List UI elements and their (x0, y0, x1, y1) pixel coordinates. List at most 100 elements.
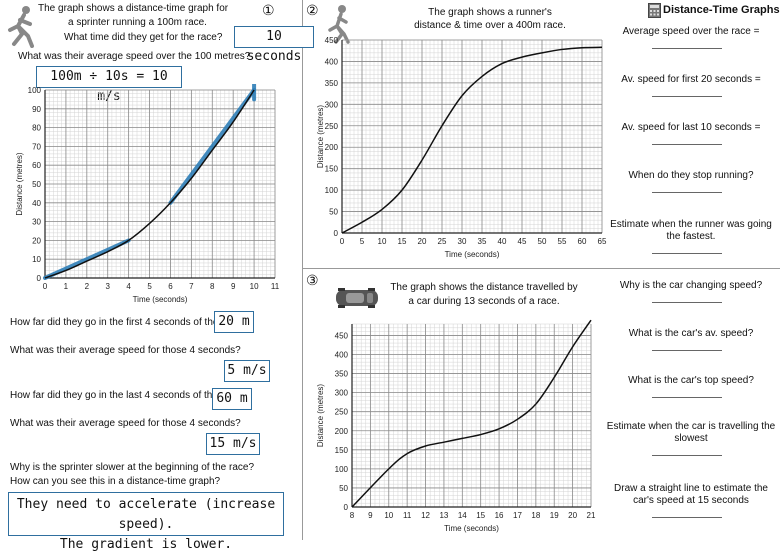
calculator-icon (648, 3, 661, 18)
chart1-x-tick-label: 3 (106, 282, 111, 291)
q2-answer-line-1[interactable] (652, 48, 722, 49)
chart1-series-line (44, 89, 255, 279)
q3-answer-line-3[interactable] (652, 397, 722, 398)
chart3-y-tick-label: 150 (335, 446, 349, 455)
chart2-x-tick-label: 45 (518, 237, 527, 246)
chart3-x-tick-label: 10 (384, 511, 393, 520)
q1-avg-answer[interactable]: 100m ÷ 10s = 10 m/s (36, 66, 182, 104)
sprinter-icon (8, 6, 34, 48)
q2-question-1: Average speed over the race = (622, 26, 760, 37)
chart1-y-axis-label: Distance (metres) (15, 152, 24, 215)
chart1-y-tick-label: 10 (32, 255, 41, 264)
q3-answer-line-5[interactable] (652, 517, 722, 518)
q1-time-answer[interactable]: 10 seconds (234, 26, 314, 64)
q1-intro-line1: The graph shows a distance-time graph fo… (38, 3, 229, 14)
chart2-x-tick-label: 40 (498, 237, 507, 246)
chart1-x-tick-label: 6 (168, 282, 173, 291)
runner-distance-time-chart: 0 5 10 15 20 25 30 35 40 45 50 55 60 65 0 50 100 150 200 25… (316, 36, 607, 259)
q3-number: ③ (306, 272, 319, 288)
chart2-x-tick-label: 60 (578, 237, 587, 246)
chart1-x-tick-label: 11 (271, 282, 280, 291)
q3-intro-line2: a car during 13 seconds of a race. (408, 296, 560, 307)
chart2-x-tick-label: 10 (378, 237, 387, 246)
chart2-x-tick-label: 55 (558, 237, 567, 246)
chart1-x-tick-label: 5 (147, 282, 152, 291)
chart1-tangent-line-2 (168, 88, 257, 205)
q2-answer-line-2[interactable] (652, 96, 722, 97)
chart2-x-tick-label: 30 (458, 237, 467, 246)
page-title: Distance-Time Graphs (663, 4, 780, 16)
chart2-x-tick-label: 20 (418, 237, 427, 246)
q1-last4-answer[interactable]: 60 m (212, 388, 252, 410)
q1-number: ① (262, 2, 275, 18)
q3-question-3: What is the car's top speed? (628, 375, 754, 386)
chart3-x-tick-label: 16 (495, 511, 504, 520)
chart2-y-tick-label: 200 (325, 143, 339, 152)
chart3-y-axis-label: Distance (metres) (316, 384, 325, 447)
chart2-y-tick-label: 0 (334, 229, 339, 238)
car-icon (336, 288, 378, 308)
chart2-x-tick-label: 0 (340, 237, 345, 246)
chart2-x-tick-label: 50 (538, 237, 547, 246)
chart3-x-tick-label: 11 (403, 511, 412, 520)
chart1-x-tick-label: 0 (43, 282, 48, 291)
chart3-y-tick-label: 300 (335, 389, 349, 398)
q2-answer-line-4[interactable] (652, 192, 722, 193)
chart1-y-tick-label: 100 (28, 86, 42, 95)
chart3-y-tick-label: 0 (344, 503, 349, 512)
q1-first4-answer[interactable]: 20 m (214, 311, 254, 333)
chart3-x-tick-label: 19 (550, 511, 559, 520)
chart1-x-tick-label: 2 (85, 282, 90, 291)
q1-last4-speed-answer[interactable]: 15 m/s (206, 433, 260, 455)
sprinter-distance-time-chart: 0 1 2 3 4 5 6 7 8 9 10 11 0 10 20 30 40 50 60 70 80 90 100 Time… (15, 84, 280, 304)
chart1-x-axis-label: Time (seconds) (133, 295, 188, 304)
q3-intro-line1: The graph shows the distance travelled b… (390, 282, 578, 293)
chart2-y-tick-label: 400 (325, 57, 339, 66)
q1-why-question-line2: How can you see this in a distance-time … (10, 476, 221, 487)
chart1-y-tick-label: 40 (32, 199, 41, 208)
chart3-x-tick-label: 8 (350, 511, 355, 520)
vertical-divider (302, 0, 303, 540)
q1-first4-speed-answer[interactable]: 5 m/s (224, 360, 270, 382)
chart3-x-tick-label: 15 (476, 511, 485, 520)
q3-question-4: Estimate when the car is travelling the … (606, 421, 776, 444)
chart1-x-tick-label: 1 (64, 282, 69, 291)
chart1-y-tick-label: 80 (32, 124, 41, 133)
chart3-y-tick-label: 250 (335, 408, 349, 417)
chart1-y-tick-label: 50 (32, 180, 41, 189)
q3-question-5: Draw a straight line to estimate the car… (614, 483, 768, 506)
car-distance-time-chart: 8 9 10 11 12 13 14 15 16 17 18 19 20 21 0 50 100 150 200 25… (316, 319, 596, 533)
chart2-y-tick-label: 50 (329, 208, 338, 217)
chart3-x-tick-label: 21 (587, 511, 596, 520)
chart3-x-tick-label: 12 (421, 511, 430, 520)
chart3-y-tick-label: 50 (339, 484, 348, 493)
chart1-x-tick-label: 8 (210, 282, 215, 291)
chart2-x-axis-label: Time (seconds) (445, 250, 500, 259)
q3-answer-line-4[interactable] (652, 455, 722, 456)
q2-number: ② (306, 2, 319, 18)
q1-why-answer[interactable]: They need to accelerate (increase speed)… (8, 492, 284, 552)
chart3-y-tick-label: 350 (335, 370, 349, 379)
chart3-y-tick-label: 200 (335, 427, 349, 436)
q2-intro-line1: The graph shows a runner's (428, 7, 552, 18)
chart3-x-tick-label: 18 (531, 511, 540, 520)
q1-why-answer-line2: The gradient is lower. (59, 537, 233, 552)
chart1-y-tick-label: 0 (37, 274, 42, 283)
q2-answer-line-3[interactable] (652, 144, 722, 145)
q3-answer-line-2[interactable] (652, 350, 722, 351)
chart1-x-tick-label: 10 (250, 282, 259, 291)
chart2-y-tick-label: 300 (325, 100, 339, 109)
q1-first4-question: How far did they go in the first 4 secon… (10, 317, 247, 328)
q2-question-4: When do they stop running? (628, 170, 754, 181)
chart3-x-tick-label: 17 (513, 511, 522, 520)
q2-answer-line-5[interactable] (652, 253, 722, 254)
q3-answer-line-1[interactable] (652, 302, 722, 303)
chart2-y-tick-label: 250 (325, 122, 339, 131)
q2-question-2: Av. speed for first 20 seconds = (621, 74, 761, 85)
chart2-y-tick-label: 100 (325, 186, 339, 195)
chart3-x-tick-label: 14 (458, 511, 467, 520)
chart3-y-tick-label: 450 (335, 331, 349, 340)
runner-icon (328, 5, 350, 44)
chart1-y-tick-label: 20 (32, 236, 41, 245)
chart1-x-tick-label: 7 (189, 282, 194, 291)
